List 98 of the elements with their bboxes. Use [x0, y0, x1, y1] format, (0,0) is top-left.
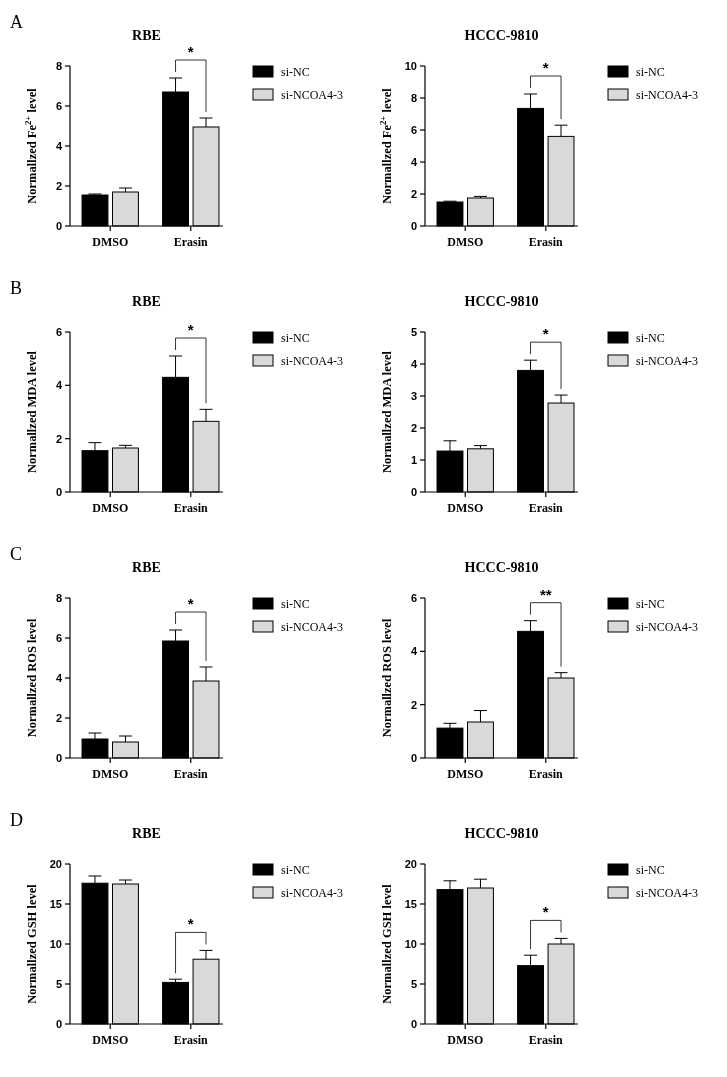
y-tick-label: 6	[55, 631, 62, 644]
x-tick-label: DMSO	[447, 501, 484, 515]
legend-label: si-NCOA4-3	[636, 88, 698, 103]
text: B	[10, 278, 23, 298]
y-tick-label: 10	[404, 937, 417, 950]
x-tick-label: Erasin	[528, 235, 564, 249]
annotation: *	[542, 59, 549, 76]
y-tick-label: 4	[55, 379, 63, 392]
x-tick-label: DMSO	[447, 235, 484, 249]
y-tick-label: 0	[55, 219, 62, 232]
legend-label: si-NC	[636, 863, 665, 878]
y-tick-label: 0	[55, 751, 62, 764]
annotation: *	[542, 903, 549, 921]
chart-title: RBE	[132, 560, 161, 575]
legend-label: si-NC	[636, 331, 665, 346]
y-tick-label: 10	[404, 59, 417, 72]
y-tick-label: 0	[410, 219, 417, 232]
y-tick-label: 2	[55, 179, 62, 192]
y-tick-label: 4	[55, 139, 63, 152]
x-tick-label: DMSO	[447, 1033, 484, 1047]
legend-label: si-NC	[281, 65, 310, 80]
y-tick-label: 5	[410, 325, 417, 338]
y-tick-label: 4	[410, 645, 418, 658]
annotation: *	[542, 325, 549, 343]
y-axis-title: Normallzed GSH level	[25, 883, 39, 1004]
x-tick-label: Erasin	[173, 235, 209, 249]
y-tick-label: 4	[410, 357, 418, 370]
chart-title: RBE	[132, 826, 161, 841]
y-tick-label: 15	[49, 897, 62, 910]
y-tick-label: 10	[49, 937, 62, 950]
y-tick-label: 4	[55, 671, 63, 684]
y-axis-title: Normallzed MDA level	[380, 350, 394, 474]
legend-label: si-NCOA4-3	[281, 354, 343, 369]
x-tick-label: DMSO	[92, 501, 129, 515]
x-tick-label: Erasin	[173, 1033, 209, 1047]
legend-label: si-NCOA4-3	[281, 88, 343, 103]
legend-label: si-NCOA4-3	[636, 354, 698, 369]
y-tick-label: 2	[55, 432, 62, 445]
legend-label: si-NCOA4-3	[636, 886, 698, 901]
chart-title: HCCC-9810	[464, 826, 539, 841]
y-tick-label: 0	[55, 485, 62, 498]
y-axis-title: Normallzed ROS level	[25, 618, 39, 738]
text: *	[187, 43, 194, 60]
y-tick-label: 6	[55, 325, 62, 338]
x-tick-label: Erasin	[528, 501, 564, 515]
y-tick-label: 0	[55, 1017, 62, 1030]
y-tick-label: 2	[410, 698, 417, 711]
chart-title: RBE	[132, 28, 161, 43]
y-tick-label: 5	[410, 977, 417, 990]
y-tick-label: 20	[49, 857, 62, 870]
x-tick-label: Erasin	[528, 767, 564, 781]
chart-title: HCCC-9810	[464, 560, 539, 575]
y-tick-label: 5	[55, 977, 62, 990]
legend-label: si-NCOA4-3	[636, 620, 698, 635]
y-tick-label: 8	[55, 59, 62, 72]
y-tick-label: 8	[55, 591, 62, 604]
legend-label: si-NCOA4-3	[281, 620, 343, 635]
legend-label: si-NCOA4-3	[281, 886, 343, 901]
y-tick-label: 6	[410, 591, 417, 604]
x-tick-label: DMSO	[92, 767, 129, 781]
y-tick-label: 1	[410, 453, 417, 466]
annotation: *	[187, 321, 194, 338]
chart-title: HCCC-9810	[464, 294, 539, 309]
x-tick-label: Erasin	[173, 501, 209, 515]
y-tick-label: 6	[55, 99, 62, 112]
y-tick-label: 4	[410, 155, 418, 168]
y-tick-label: 0	[410, 485, 417, 498]
y-tick-label: 0	[410, 1017, 417, 1030]
y-axis-title: Normallzed GSH level	[380, 883, 394, 1004]
chart-title: HCCC-9810	[464, 28, 539, 43]
chart-title: RBE	[132, 294, 161, 309]
y-tick-label: 20	[404, 857, 417, 870]
annotation: **	[539, 585, 552, 603]
legend-label: si-NC	[281, 863, 310, 878]
y-tick-label: 15	[404, 897, 417, 910]
x-tick-label: Erasin	[173, 767, 209, 781]
text: A	[10, 12, 23, 32]
annotation: *	[187, 595, 194, 612]
x-tick-label: DMSO	[447, 767, 484, 781]
y-tick-label: 3	[410, 389, 417, 402]
x-tick-label: Erasin	[528, 1033, 564, 1047]
y-tick-label: 0	[410, 751, 417, 764]
y-axis-title: Normallzed ROS level	[380, 618, 394, 738]
y-tick-label: 2	[410, 187, 417, 200]
legend-label: si-NC	[281, 331, 310, 346]
text: C	[10, 544, 23, 564]
y-tick-label: 2	[410, 421, 417, 434]
legend-label: si-NC	[636, 65, 665, 80]
y-tick-label: 2	[55, 711, 62, 724]
y-tick-label: 6	[410, 123, 417, 136]
legend-label: si-NC	[636, 597, 665, 612]
y-axis-title: Normallzed MDA level	[25, 350, 39, 474]
x-tick-label: DMSO	[92, 1033, 129, 1047]
x-tick-label: DMSO	[92, 235, 129, 249]
y-tick-label: 8	[410, 91, 417, 104]
legend-label: si-NC	[281, 597, 310, 612]
text: D	[10, 810, 23, 830]
annotation: *	[187, 915, 194, 933]
